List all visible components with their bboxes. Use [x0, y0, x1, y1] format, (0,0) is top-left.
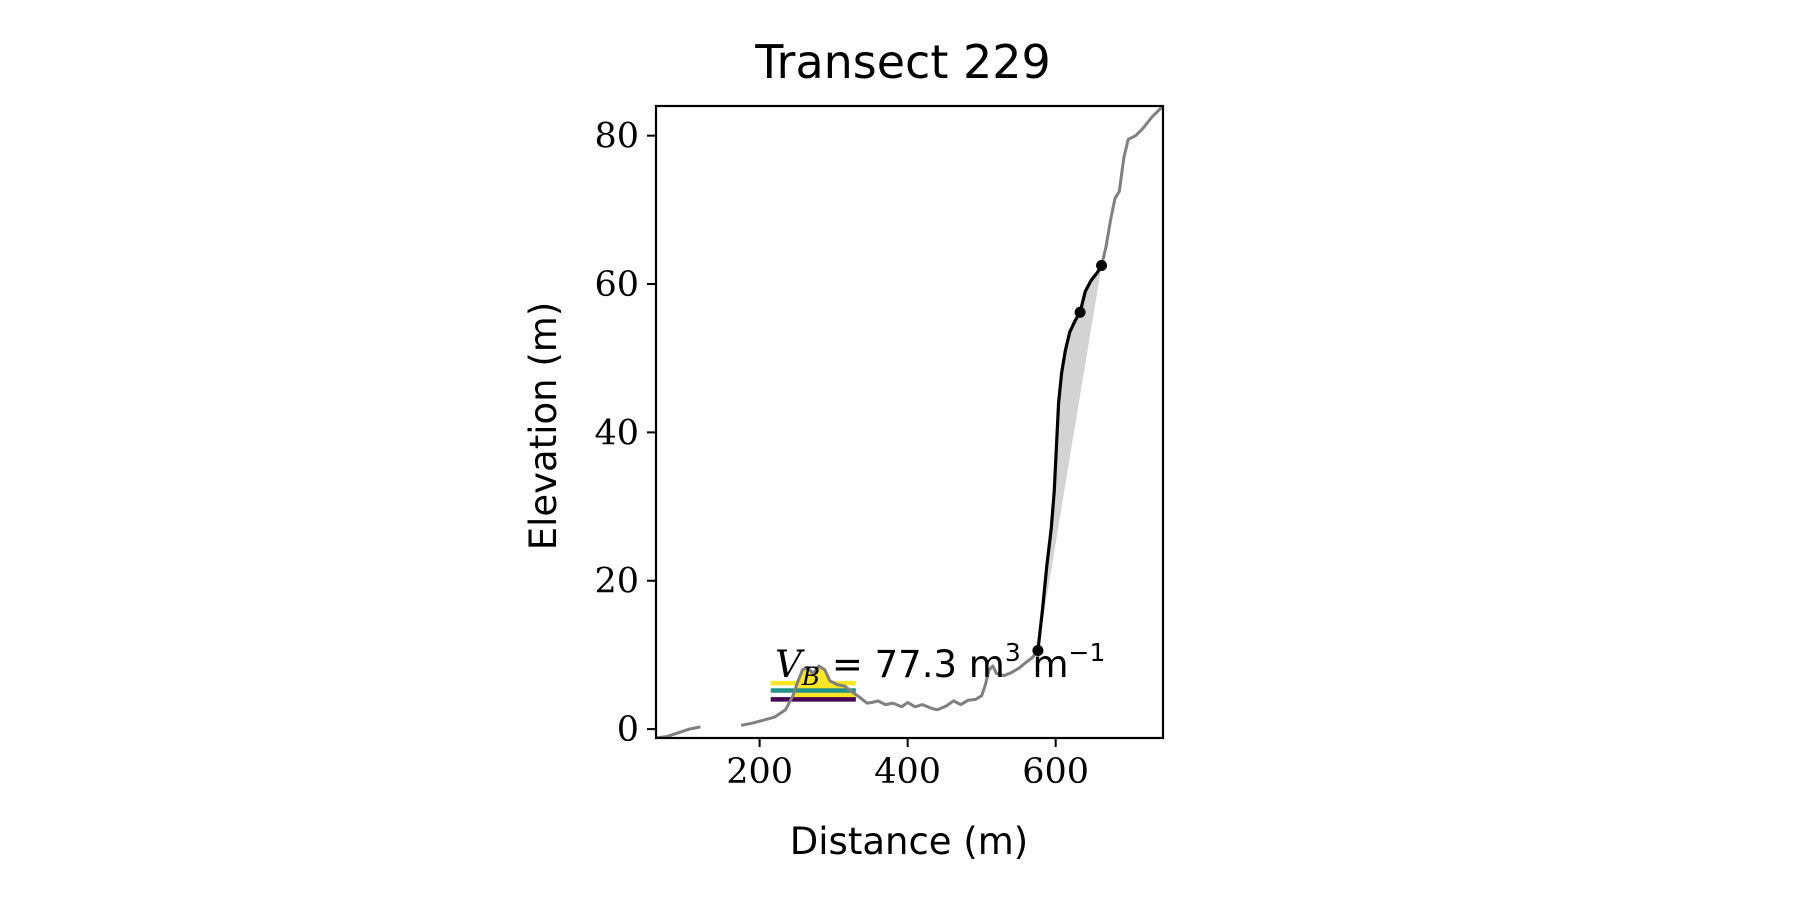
annotation-subscript: B — [801, 662, 820, 691]
profile-line-segment-3 — [1100, 106, 1163, 266]
chart-title: Transect 229 — [754, 35, 1051, 89]
y-axis-label: Elevation (m) — [522, 302, 565, 551]
y-tick-label-80: 80 — [594, 117, 639, 157]
y-axis: 0 20 40 60 80 — [594, 117, 656, 750]
axes-frame — [654, 104, 1165, 740]
profile-line-segment-2 — [740, 649, 1040, 727]
volume-annotation: VB = 77.3 m3 m−1 — [775, 638, 1105, 691]
y-tick-label-0: 0 — [617, 710, 639, 750]
cliff-line — [1036, 264, 1103, 651]
x-axis-label: Distance (m) — [790, 820, 1028, 863]
y-tick-label-20: 20 — [594, 562, 639, 602]
profile-line-segment-1 — [656, 725, 701, 738]
annotation-unit2: m — [1021, 643, 1069, 686]
x-axis: 200 400 600 — [726, 738, 1089, 792]
x-tick-label-400: 400 — [874, 752, 941, 792]
marker-point-2 — [1074, 306, 1086, 318]
shaded-region — [1037, 265, 1102, 651]
annotation-value: = 77.3 m — [820, 643, 1005, 686]
x-tick-label-600: 600 — [1022, 752, 1089, 792]
x-tick-label-200: 200 — [726, 752, 793, 792]
annotation-var: V — [775, 643, 805, 686]
annotation-exp2: −1 — [1069, 638, 1106, 667]
y-tick-label-40: 40 — [594, 413, 639, 453]
marker-point-1 — [1032, 644, 1044, 656]
y-tick-label-60: 60 — [594, 265, 639, 305]
annotation-exp1: 3 — [1005, 638, 1021, 667]
marker-point-3 — [1096, 259, 1108, 271]
